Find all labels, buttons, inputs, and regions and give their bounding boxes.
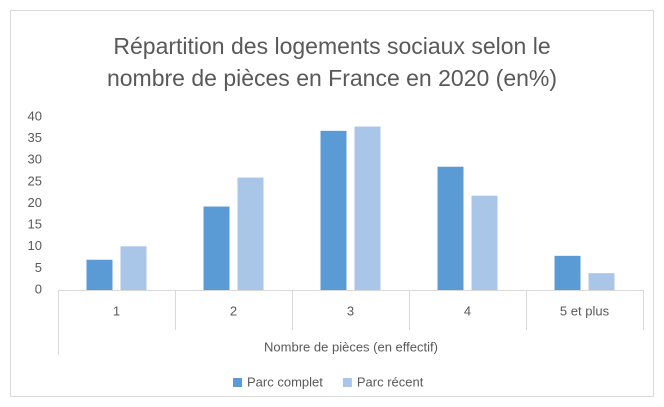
bar <box>588 273 615 290</box>
bar <box>237 177 264 290</box>
bar <box>437 166 464 290</box>
y-tick-label: 20 <box>28 195 42 210</box>
legend-label: Parc récent <box>357 374 424 389</box>
x-tick-label: 1 <box>113 303 120 318</box>
y-tick-label: 25 <box>28 173 42 188</box>
x-tick-label: 5 et plus <box>560 303 610 318</box>
bar <box>320 130 347 290</box>
x-tick-label: 3 <box>347 303 354 318</box>
bar <box>354 126 381 290</box>
bar <box>86 259 113 290</box>
legend-label: Parc complet <box>247 374 323 389</box>
bar <box>471 195 498 290</box>
legend-swatch <box>233 378 242 387</box>
y-tick-label: 5 <box>35 260 42 275</box>
x-tick-label: 4 <box>464 303 471 318</box>
bar <box>120 246 147 290</box>
y-tick-label: 35 <box>28 130 42 145</box>
bar <box>203 206 230 290</box>
bar <box>554 255 581 290</box>
x-tick-label: 2 <box>230 303 237 318</box>
legend-swatch <box>342 378 352 387</box>
y-tick-label: 40 <box>28 108 42 123</box>
y-tick-label: 0 <box>35 281 42 296</box>
y-tick-label: 30 <box>28 152 42 167</box>
x-axis-title: Nombre de pièces (en effectif) <box>264 339 438 354</box>
y-tick-label: 15 <box>28 217 42 232</box>
chart-title: Répartition des logements sociaux selon … <box>106 33 558 91</box>
y-tick-label: 10 <box>28 238 42 253</box>
